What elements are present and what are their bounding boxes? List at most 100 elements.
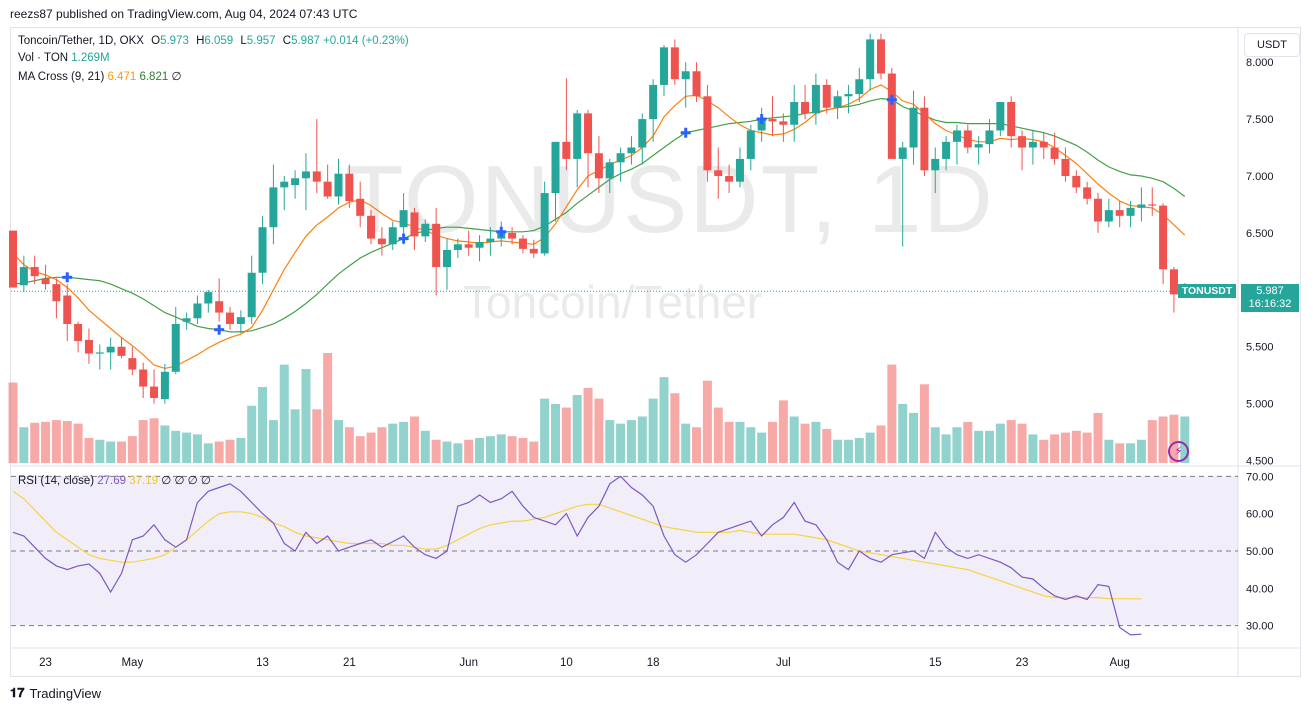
price-axis-label: 5.500 bbox=[1246, 342, 1274, 354]
candle-body bbox=[226, 312, 234, 324]
candle-body bbox=[345, 173, 354, 202]
time-axis-label: Aug bbox=[1109, 657, 1129, 669]
volume-bar bbox=[8, 382, 18, 463]
candle-body bbox=[258, 227, 267, 273]
candle-body bbox=[1050, 147, 1059, 159]
candle-body bbox=[432, 223, 441, 268]
volume-bar bbox=[247, 405, 257, 463]
candle-body bbox=[985, 130, 994, 145]
candle-body bbox=[942, 141, 951, 159]
chart-pane-border[interactable] bbox=[10, 27, 1301, 677]
legend-ma-slow: 6.821 bbox=[139, 71, 169, 83]
volume-bar bbox=[876, 425, 886, 463]
rsi-ma-line bbox=[12, 490, 1142, 600]
candle-body bbox=[52, 284, 61, 302]
volume-bar bbox=[670, 393, 680, 463]
volume-bar bbox=[301, 369, 311, 463]
candle-body bbox=[1028, 141, 1037, 148]
candle-body bbox=[150, 386, 159, 398]
volume-bar bbox=[865, 432, 875, 463]
candle-body bbox=[128, 358, 137, 370]
volume-bar bbox=[713, 407, 723, 463]
rsi-axis-label: 40.00 bbox=[1246, 583, 1274, 595]
volume-bar bbox=[594, 398, 604, 463]
candle-body bbox=[974, 144, 983, 148]
candle-body bbox=[30, 267, 39, 277]
candle-body bbox=[453, 244, 462, 250]
candle-body bbox=[377, 238, 386, 245]
price-axis-label: 5.000 bbox=[1246, 399, 1274, 411]
candle-body bbox=[681, 71, 690, 80]
legend-l-label: L bbox=[240, 35, 247, 47]
candle-body bbox=[920, 107, 929, 171]
ma-cross-signal bbox=[886, 94, 897, 105]
volume-bar bbox=[768, 421, 777, 463]
rsi-axis-label: 50.00 bbox=[1246, 546, 1274, 558]
tradingview-brand[interactable]: 𝟏𝟕 TradingView bbox=[10, 685, 101, 701]
candle-body bbox=[605, 162, 614, 179]
volume-bar bbox=[279, 364, 289, 463]
candle-body bbox=[334, 173, 343, 197]
volume-bar bbox=[1028, 434, 1038, 463]
candle-body bbox=[367, 215, 376, 239]
time-axis-label: Jun bbox=[459, 657, 478, 669]
candle-body bbox=[280, 181, 289, 188]
legend-ma-fast: 6.471 bbox=[107, 71, 137, 83]
volume-bar bbox=[800, 423, 810, 463]
candle-body bbox=[551, 141, 560, 194]
volume-bar bbox=[551, 403, 560, 463]
volume-bar bbox=[95, 439, 105, 463]
volume-bar bbox=[431, 439, 441, 463]
ma-cross-signal bbox=[214, 324, 225, 335]
volume-bar bbox=[909, 412, 919, 463]
volume-bar bbox=[1115, 443, 1125, 463]
candle-body bbox=[215, 301, 224, 313]
volume-bar bbox=[941, 434, 951, 463]
currency-button[interactable]: USDT bbox=[1244, 33, 1300, 57]
volume-bar bbox=[214, 441, 224, 463]
volume-bar bbox=[464, 439, 474, 463]
candle-body bbox=[703, 96, 712, 171]
time-axis-label: 13 bbox=[256, 657, 269, 669]
legend-ma-label[interactable]: MA Cross (9, 21) bbox=[18, 71, 105, 83]
candle-body bbox=[301, 171, 310, 179]
volume-bar bbox=[160, 425, 170, 463]
bar-countdown: 16:16:32 bbox=[1248, 298, 1292, 310]
candle-body bbox=[1159, 205, 1168, 270]
rsi-axis-label: 30.00 bbox=[1246, 621, 1274, 633]
ma-cross-signal bbox=[756, 114, 767, 125]
candle-body bbox=[84, 339, 93, 354]
rsi-axis-label: 70.00 bbox=[1246, 471, 1274, 483]
legend-volume: Vol · TON 1.269M bbox=[18, 52, 110, 64]
legend-vol-label[interactable]: Vol · TON bbox=[18, 52, 69, 64]
volume-bar bbox=[952, 427, 962, 463]
candle-body bbox=[822, 84, 831, 108]
candle-body bbox=[616, 153, 625, 163]
volume-bar bbox=[388, 423, 398, 463]
legend-high: 6.059 bbox=[204, 35, 234, 47]
legend-pair[interactable]: Toncoin/Tether, 1D, OKX bbox=[18, 35, 144, 47]
volume-bar bbox=[1006, 420, 1016, 463]
candle-body bbox=[1115, 210, 1124, 216]
lightning-icon[interactable]: ⚡ bbox=[1168, 441, 1189, 462]
volume-bar bbox=[1136, 439, 1146, 463]
publish-text: published on TradingView.com, bbox=[56, 7, 222, 21]
volume-bar bbox=[1104, 439, 1114, 463]
candle-body bbox=[627, 147, 636, 154]
price-axis-label: 6.500 bbox=[1246, 228, 1274, 240]
volume-bar bbox=[616, 423, 626, 463]
candle-body bbox=[1007, 101, 1016, 137]
time-axis-label: 18 bbox=[647, 657, 660, 669]
candle-body bbox=[443, 249, 451, 268]
time-axis-label: May bbox=[121, 657, 143, 669]
legend-rsi-label[interactable]: RSI (14, close) bbox=[18, 475, 95, 487]
volume-bar bbox=[51, 420, 61, 463]
candle-body bbox=[931, 158, 940, 171]
time-axis-label: 21 bbox=[343, 657, 356, 669]
author-name[interactable]: reezs87 bbox=[10, 7, 53, 21]
volume-bar bbox=[1093, 412, 1103, 463]
volume-bar bbox=[833, 439, 843, 463]
volume-bar bbox=[475, 437, 485, 463]
rsi-axis-label: 60.00 bbox=[1246, 509, 1274, 521]
